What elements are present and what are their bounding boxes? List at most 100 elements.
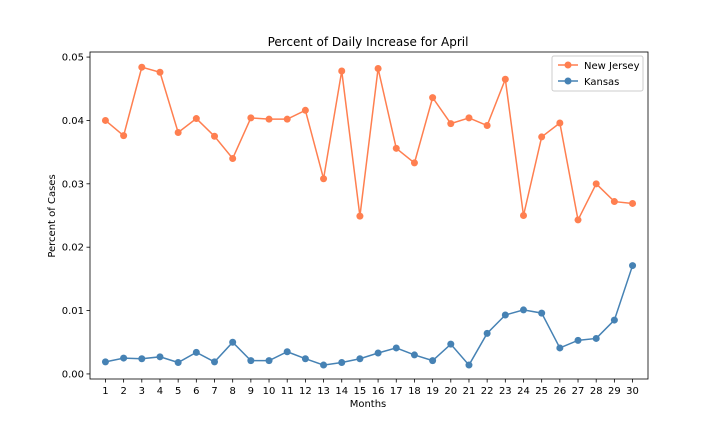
x-tick-label: 23	[499, 386, 512, 397]
plot-border	[89, 51, 649, 380]
data-point-new-jersey	[538, 133, 546, 141]
data-point-kansas	[574, 336, 582, 344]
data-point-new-jersey	[610, 198, 618, 206]
legend-label-new-jersey: New Jersey	[584, 61, 640, 72]
x-tick-label: 16	[372, 386, 385, 397]
y-axis: 0.00 0.01 0.02 0.03 0.04 0.05	[62, 53, 90, 380]
data-point-new-jersey	[247, 114, 255, 122]
x-tick-label: 3	[139, 386, 145, 397]
x-axis-label: Months	[350, 399, 387, 410]
data-point-new-jersey	[138, 63, 146, 71]
x-tick-label: 2	[120, 386, 126, 397]
data-point-new-jersey	[174, 128, 182, 136]
x-tick-label: 30	[626, 386, 639, 397]
x-tick-label: 19	[426, 386, 439, 397]
x-tick-label: 11	[281, 386, 294, 397]
data-point-new-jersey	[265, 115, 273, 123]
data-point-new-jersey	[283, 115, 291, 123]
data-point-kansas	[101, 358, 109, 366]
data-point-kansas	[356, 355, 364, 363]
data-point-new-jersey	[211, 132, 219, 140]
data-point-new-jersey	[392, 144, 400, 152]
data-point-new-jersey	[101, 116, 109, 124]
data-point-kansas	[429, 357, 437, 365]
x-tick-label: 7	[211, 386, 217, 397]
series-kansas	[101, 262, 637, 369]
x-tick-label: 25	[535, 386, 548, 397]
x-tick-label: 5	[175, 386, 181, 397]
data-point-new-jersey	[483, 122, 491, 130]
x-tick-label: 26	[553, 386, 566, 397]
data-point-new-jersey	[519, 212, 527, 219]
data-point-kansas	[629, 262, 637, 270]
y-tick-label: 0.01	[62, 306, 84, 317]
data-point-kansas	[211, 358, 219, 366]
y-tick-label: 0.02	[62, 243, 84, 254]
series-line-new-jersey	[104, 66, 633, 223]
x-tick-label: 14	[335, 386, 348, 397]
x-tick-label: 13	[317, 386, 330, 397]
data-point-kansas	[465, 361, 473, 369]
y-tick-label: 0.05	[62, 53, 84, 64]
data-point-kansas	[138, 355, 146, 363]
data-point-kansas	[501, 311, 509, 319]
x-tick-label: 22	[481, 386, 494, 397]
legend-label-kansas: Kansas	[584, 77, 619, 88]
x-tick-label: 21	[463, 386, 476, 397]
x-tick-label: 24	[517, 386, 530, 397]
y-tick-label: 0.03	[62, 179, 84, 190]
data-point-new-jersey	[338, 67, 346, 75]
series-new-jersey	[101, 63, 637, 224]
data-point-new-jersey	[574, 216, 582, 224]
x-tick-label: 15	[354, 386, 367, 397]
x-tick-label: 29	[608, 386, 621, 397]
data-point-kansas	[174, 359, 182, 367]
data-point-kansas	[301, 355, 309, 363]
y-tick-label: 0.00	[62, 369, 84, 380]
legend-marker-kansas	[564, 77, 572, 85]
plot-frame	[89, 51, 649, 380]
data-point-new-jersey	[556, 119, 564, 127]
x-tick-label: 8	[229, 386, 235, 397]
data-point-kansas	[229, 338, 237, 346]
data-point-kansas	[483, 329, 491, 337]
series-line-kansas	[105, 265, 634, 367]
x-tick-label: 18	[408, 386, 421, 397]
data-point-kansas	[283, 348, 291, 356]
data-point-kansas	[338, 359, 346, 367]
data-point-kansas	[519, 306, 527, 314]
x-axis: 1 2 3 4 5 6 7 8 9 10 11 12 13 14 15 16 17 18 19 20 21 22 23 24 2…	[102, 379, 639, 397]
x-tick-label: 28	[590, 386, 603, 397]
x-tick-label: 6	[193, 386, 199, 397]
data-point-new-jersey	[301, 106, 309, 114]
data-point-kansas	[610, 316, 618, 324]
data-point-new-jersey	[320, 175, 328, 183]
data-point-new-jersey	[592, 180, 600, 188]
data-point-kansas	[410, 351, 418, 359]
data-point-kansas	[556, 344, 564, 352]
data-point-new-jersey	[156, 68, 164, 76]
data-point-new-jersey	[374, 64, 382, 72]
y-tick-label: 0.04	[62, 116, 84, 127]
series-layer	[101, 63, 637, 369]
data-point-new-jersey	[629, 199, 637, 207]
data-point-new-jersey	[192, 115, 200, 123]
data-point-kansas	[265, 357, 273, 365]
data-point-kansas	[447, 340, 455, 348]
x-tick-label: 27	[572, 386, 585, 397]
data-point-new-jersey	[465, 114, 473, 122]
data-point-new-jersey	[501, 75, 509, 83]
legend: New Jersey Kansas	[551, 55, 644, 92]
x-tick-label: 10	[263, 386, 276, 397]
data-point-new-jersey	[429, 94, 437, 102]
x-tick-label: 12	[299, 386, 312, 397]
x-tick-label: 17	[390, 386, 403, 397]
data-point-kansas	[247, 357, 255, 365]
legend-marker-new-jersey	[564, 61, 572, 69]
data-point-kansas	[156, 353, 164, 361]
data-point-kansas	[192, 348, 200, 356]
data-point-kansas	[374, 349, 382, 357]
x-tick-label: 9	[248, 386, 254, 397]
data-point-new-jersey	[447, 120, 455, 128]
